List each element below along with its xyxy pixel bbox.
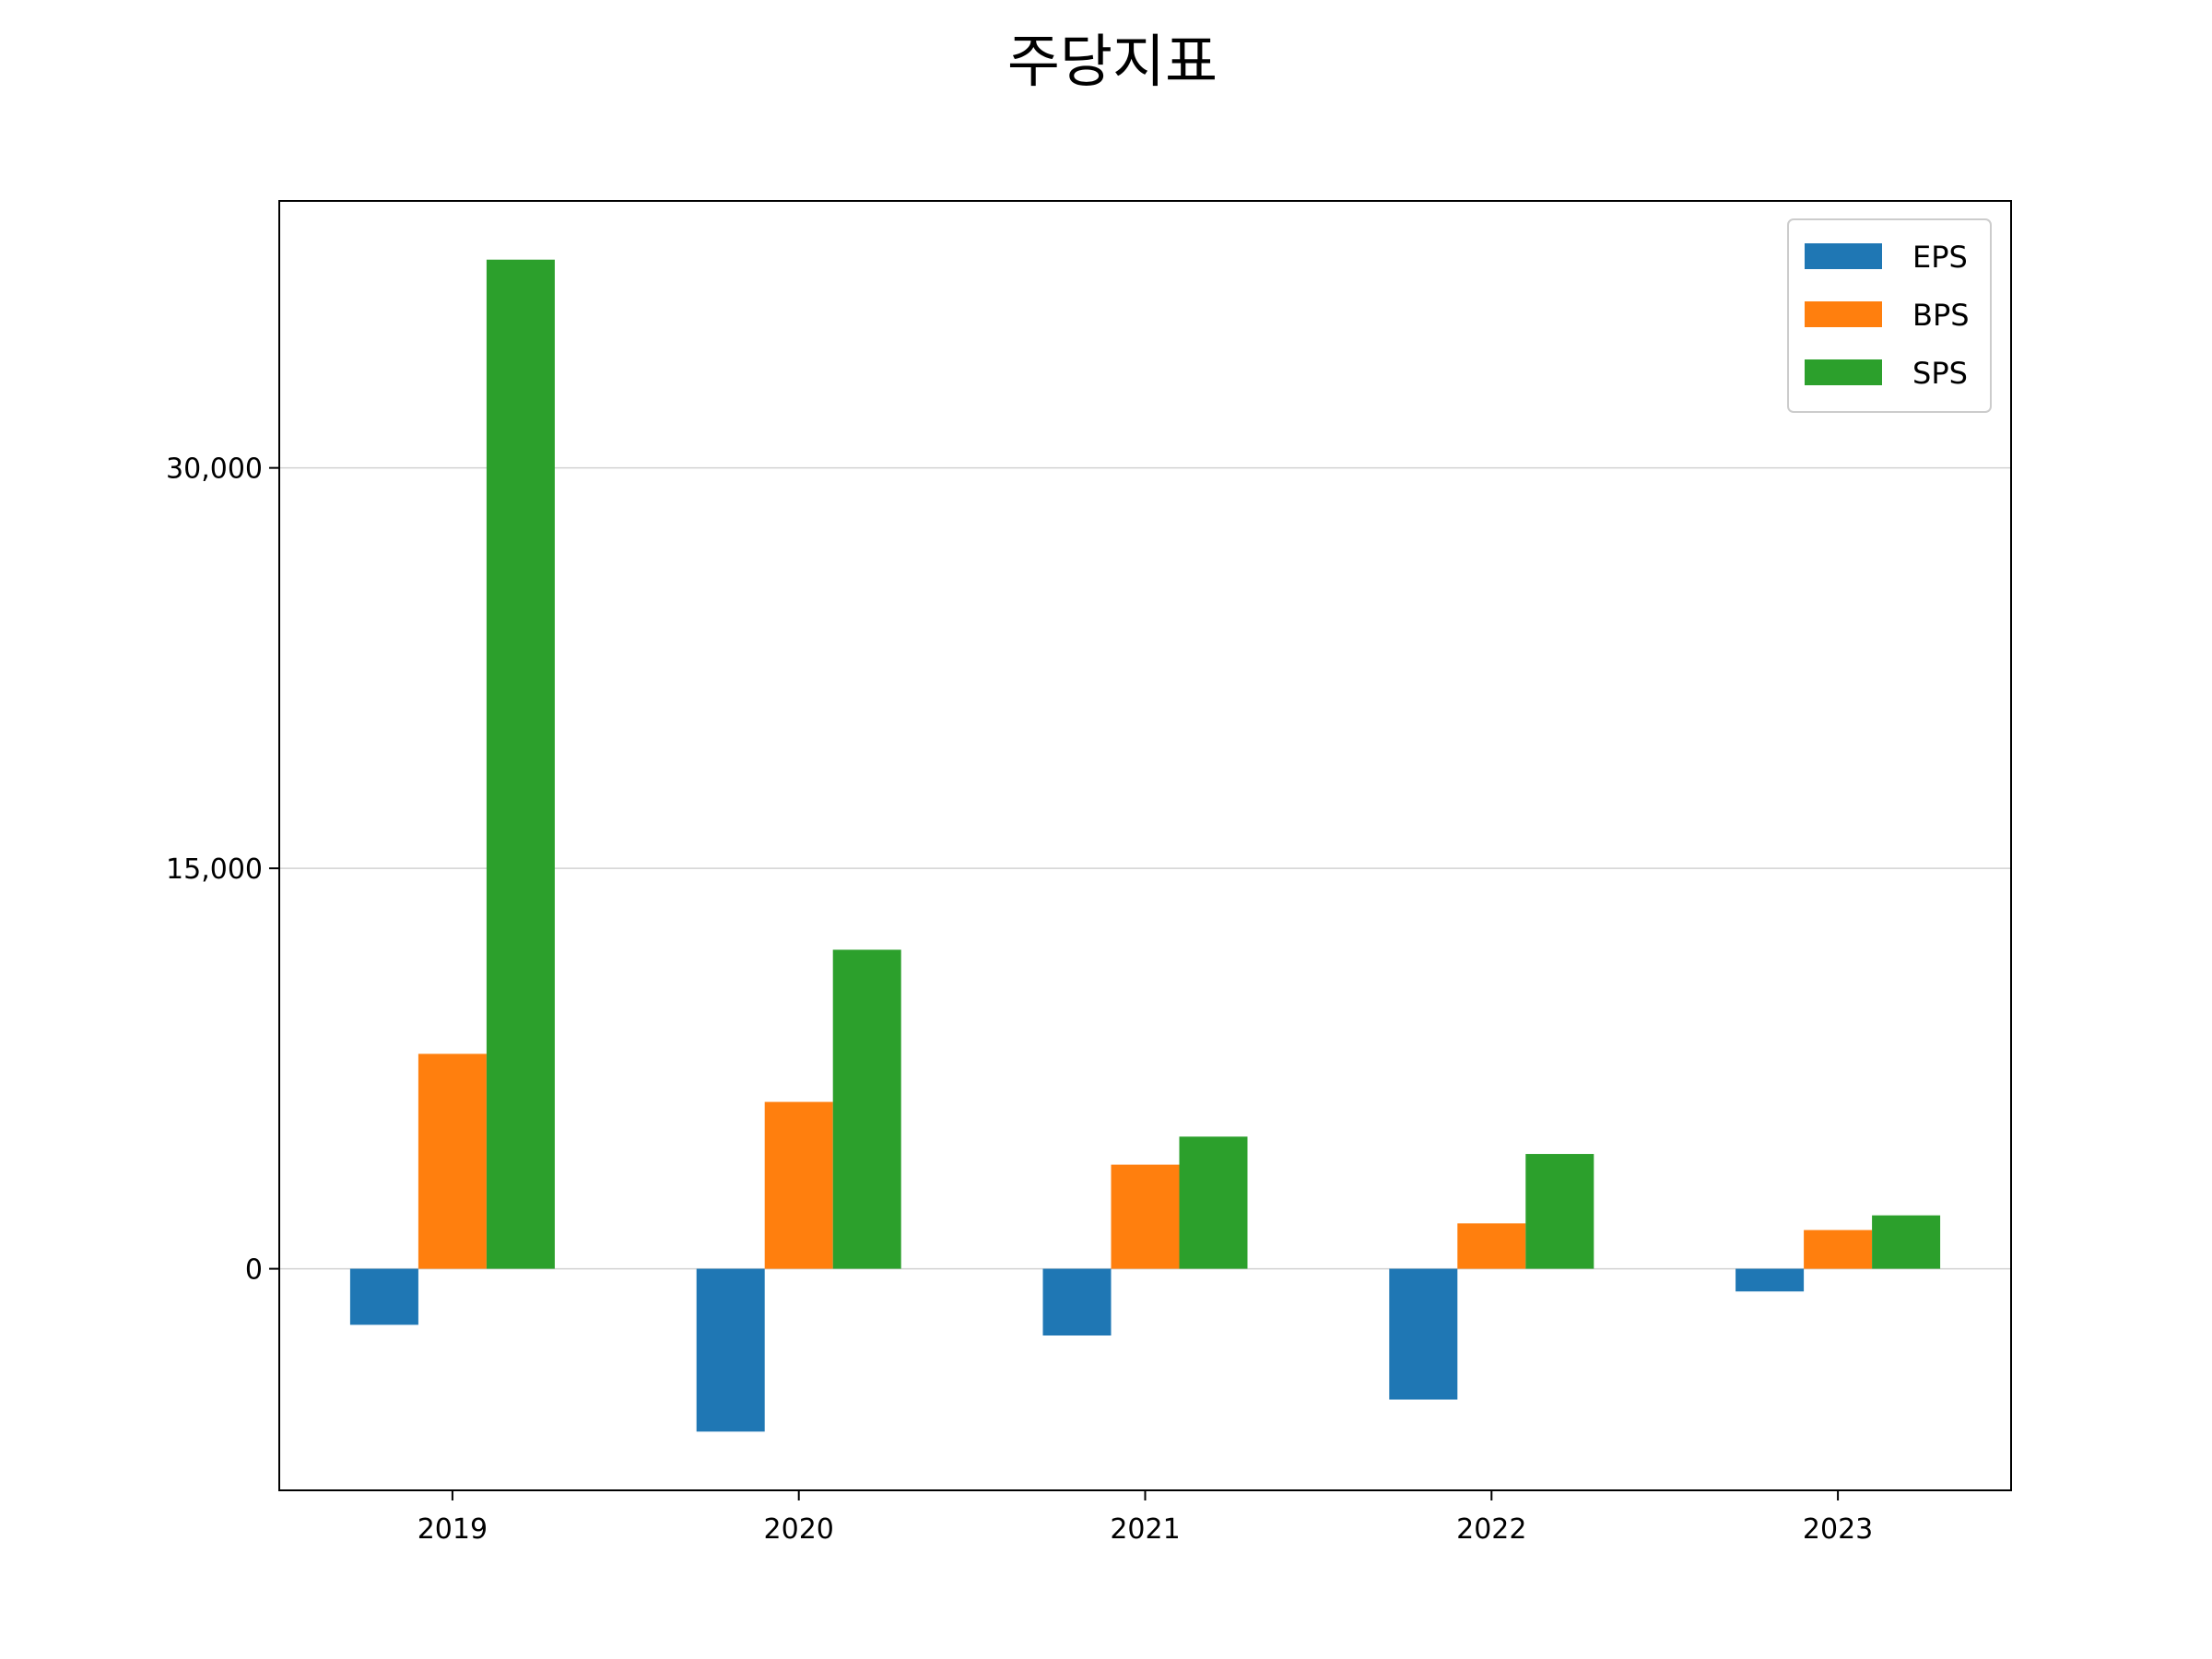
y-tick-label: 30,000 — [166, 453, 263, 486]
bar-sps-2019 — [486, 259, 555, 1269]
bar-eps-2021 — [1042, 1268, 1112, 1336]
bar-eps-2020 — [696, 1268, 765, 1432]
legend-swatch-sps — [1805, 359, 1882, 385]
x-tick-label: 2023 — [1803, 1513, 1873, 1546]
y-tick-label: 0 — [245, 1254, 263, 1287]
bar-sps-2022 — [1525, 1154, 1594, 1269]
bars — [349, 259, 1941, 1432]
legend-swatch-eps — [1805, 243, 1882, 269]
bar-eps-2023 — [1735, 1268, 1805, 1292]
legend: EPS BPS SPS — [1787, 218, 1992, 413]
y-axis: 0 15,000 30,000 — [166, 453, 279, 1287]
y-tick-label: 15,000 — [166, 853, 263, 886]
bar-bps-2021 — [1111, 1164, 1180, 1269]
bar-sps-2021 — [1179, 1136, 1248, 1269]
legend-label-eps: EPS — [1912, 240, 1968, 275]
x-tick-label: 2020 — [764, 1513, 834, 1546]
legend-swatch-bps — [1805, 301, 1882, 327]
x-tick-label: 2022 — [1456, 1513, 1526, 1546]
x-axis: 2019 2020 2021 2022 2023 — [418, 1490, 1873, 1546]
legend-label-sps: SPS — [1912, 356, 1968, 391]
bar-bps-2020 — [764, 1101, 833, 1269]
x-tick-label: 2021 — [1110, 1513, 1180, 1546]
bar-sps-2020 — [832, 949, 901, 1269]
legend-label-bps: BPS — [1912, 298, 1970, 333]
bar-bps-2023 — [1804, 1230, 1873, 1269]
bar-sps-2023 — [1872, 1215, 1941, 1269]
bar-eps-2019 — [349, 1268, 418, 1325]
bar-bps-2019 — [418, 1053, 487, 1269]
chart-title: 주당지표 — [1007, 28, 1218, 95]
bar-eps-2022 — [1389, 1268, 1458, 1400]
x-tick-label: 2019 — [418, 1513, 488, 1546]
bar-bps-2022 — [1457, 1223, 1526, 1269]
